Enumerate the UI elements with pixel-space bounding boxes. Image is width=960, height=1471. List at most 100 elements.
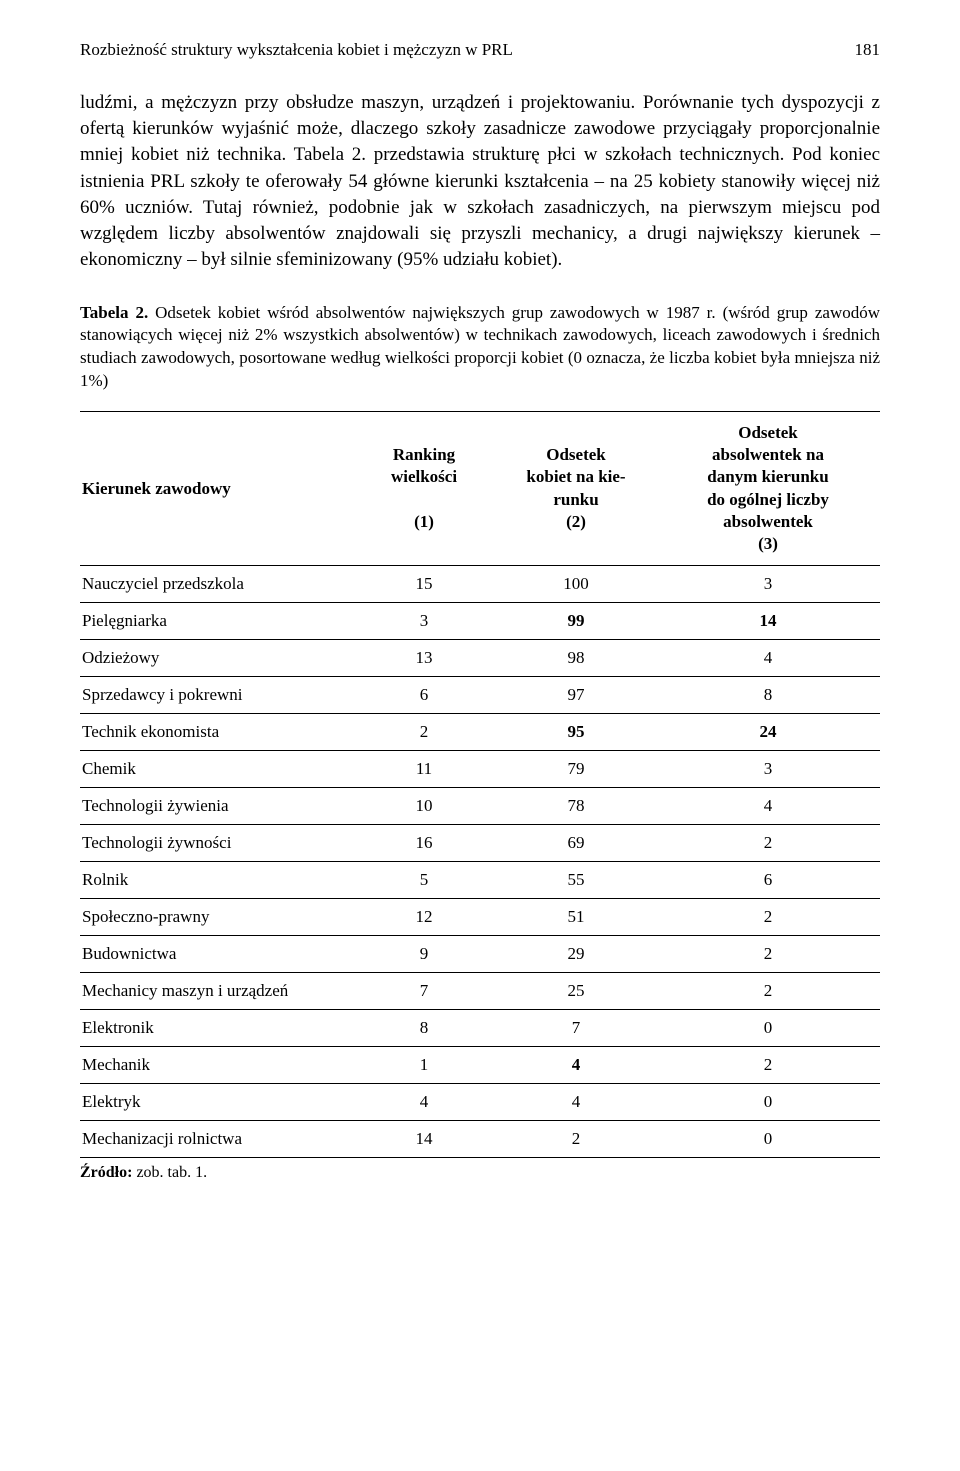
table-row: Technologii żywności16692 [80,824,880,861]
cell-label: Mechanicy maszyn i urządzeń [80,972,352,1009]
cell-label: Technologii żywności [80,824,352,861]
cell-odsetek-kobiet: 97 [496,676,656,713]
cell-ranking: 6 [352,676,496,713]
cell-ranking: 12 [352,898,496,935]
cell-ranking: 9 [352,935,496,972]
running-head: Rozbieżność struktury wykształcenia kobi… [80,40,880,60]
cell-odsetek-absolwentek: 14 [656,602,880,639]
cell-odsetek-absolwentek: 0 [656,1120,880,1157]
table-row: Odzieżowy13984 [80,639,880,676]
cell-odsetek-kobiet: 4 [496,1046,656,1083]
cell-ranking: 16 [352,824,496,861]
table-row: Mechanicy maszyn i urządzeń7252 [80,972,880,1009]
col-header-odsetek-kobiet: Odsetek kobiet na kie- runku (2) [496,412,656,566]
col-header-text: Odsetek [738,423,798,442]
col-header-text: runku [553,490,598,509]
cell-label: Elektryk [80,1083,352,1120]
cell-odsetek-kobiet: 69 [496,824,656,861]
cell-odsetek-absolwentek: 2 [656,824,880,861]
cell-ranking: 1 [352,1046,496,1083]
caption-text: Odsetek kobiet wśród absolwentów najwięk… [80,303,880,391]
col-header-text: do ogólnej liczby [707,490,829,509]
cell-ranking: 8 [352,1009,496,1046]
cell-label: Sprzedawcy i pokrewni [80,676,352,713]
cell-ranking: 4 [352,1083,496,1120]
cell-odsetek-kobiet: 7 [496,1009,656,1046]
cell-odsetek-kobiet: 55 [496,861,656,898]
col-header-ranking: Ranking wielkości (1) [352,412,496,566]
cell-ranking: 11 [352,750,496,787]
cell-label: Technologii żywienia [80,787,352,824]
table-row: Społeczno-prawny12512 [80,898,880,935]
cell-ranking: 3 [352,602,496,639]
cell-odsetek-absolwentek: 4 [656,787,880,824]
cell-ranking: 13 [352,639,496,676]
cell-label: Technik ekonomista [80,713,352,750]
cell-odsetek-kobiet: 99 [496,602,656,639]
cell-odsetek-kobiet: 95 [496,713,656,750]
cell-odsetek-absolwentek: 3 [656,750,880,787]
cell-odsetek-absolwentek: 0 [656,1009,880,1046]
cell-odsetek-kobiet: 29 [496,935,656,972]
table-row: Nauczyciel przedszkola151003 [80,565,880,602]
col-header-text: (2) [566,512,586,531]
table-row: Elektronik870 [80,1009,880,1046]
col-header-text: wielkości [391,467,457,486]
col-header-text: danym kierunku [707,467,828,486]
col-header-text: Odsetek [546,445,606,464]
table-row: Pielęgniarka39914 [80,602,880,639]
cell-odsetek-kobiet: 4 [496,1083,656,1120]
page-number: 181 [855,40,881,60]
cell-odsetek-absolwentek: 6 [656,861,880,898]
col-header-text: Ranking [393,445,455,464]
col-header-text: absolwentek [723,512,813,531]
table-row: Technik ekonomista29524 [80,713,880,750]
page: Rozbieżność struktury wykształcenia kobi… [0,0,960,1212]
cell-label: Budownictwa [80,935,352,972]
table-row: Rolnik5556 [80,861,880,898]
cell-ranking: 2 [352,713,496,750]
cell-odsetek-absolwentek: 4 [656,639,880,676]
table-header-row: Kierunek zawodowy Ranking wielkości (1) … [80,412,880,566]
cell-odsetek-absolwentek: 2 [656,935,880,972]
cell-odsetek-absolwentek: 2 [656,972,880,1009]
cell-label: Elektronik [80,1009,352,1046]
cell-label: Rolnik [80,861,352,898]
body-paragraph: ludźmi, a mężczyzn przy obsłudze maszyn,… [80,90,880,274]
cell-odsetek-kobiet: 25 [496,972,656,1009]
cell-ranking: 10 [352,787,496,824]
cell-odsetek-kobiet: 98 [496,639,656,676]
cell-ranking: 5 [352,861,496,898]
cell-label: Chemik [80,750,352,787]
cell-odsetek-kobiet: 79 [496,750,656,787]
cell-odsetek-absolwentek: 2 [656,898,880,935]
col-header-text: (1) [414,512,434,531]
table-row: Mechanizacji rolnictwa1420 [80,1120,880,1157]
cell-label: Społeczno-prawny [80,898,352,935]
table-row: Budownictwa9292 [80,935,880,972]
table-row: Mechanik142 [80,1046,880,1083]
cell-odsetek-absolwentek: 2 [656,1046,880,1083]
cell-odsetek-kobiet: 100 [496,565,656,602]
col-header-text: kobiet na kie- [526,467,625,486]
col-header-text: (3) [758,534,778,553]
cell-odsetek-kobiet: 2 [496,1120,656,1157]
table-caption: Tabela 2. Odsetek kobiet wśród absolwent… [80,302,880,394]
col-header-kierunek: Kierunek zawodowy [80,412,352,566]
cell-odsetek-absolwentek: 24 [656,713,880,750]
data-table: Kierunek zawodowy Ranking wielkości (1) … [80,411,880,1158]
caption-lead: Tabela 2. [80,303,148,322]
cell-label: Mechanizacji rolnictwa [80,1120,352,1157]
table-source: Źródło: zob. tab. 1. [80,1164,880,1182]
col-header-odsetek-absolwentek: Odsetek absolwentek na danym kierunku do… [656,412,880,566]
col-header-text: absolwentek na [712,445,824,464]
cell-ranking: 15 [352,565,496,602]
running-title: Rozbieżność struktury wykształcenia kobi… [80,40,513,60]
table-row: Technologii żywienia10784 [80,787,880,824]
cell-label: Mechanik [80,1046,352,1083]
source-text: zob. tab. 1. [132,1164,207,1181]
table-row: Elektryk440 [80,1083,880,1120]
table-row: Sprzedawcy i pokrewni6978 [80,676,880,713]
cell-odsetek-kobiet: 51 [496,898,656,935]
cell-odsetek-absolwentek: 8 [656,676,880,713]
